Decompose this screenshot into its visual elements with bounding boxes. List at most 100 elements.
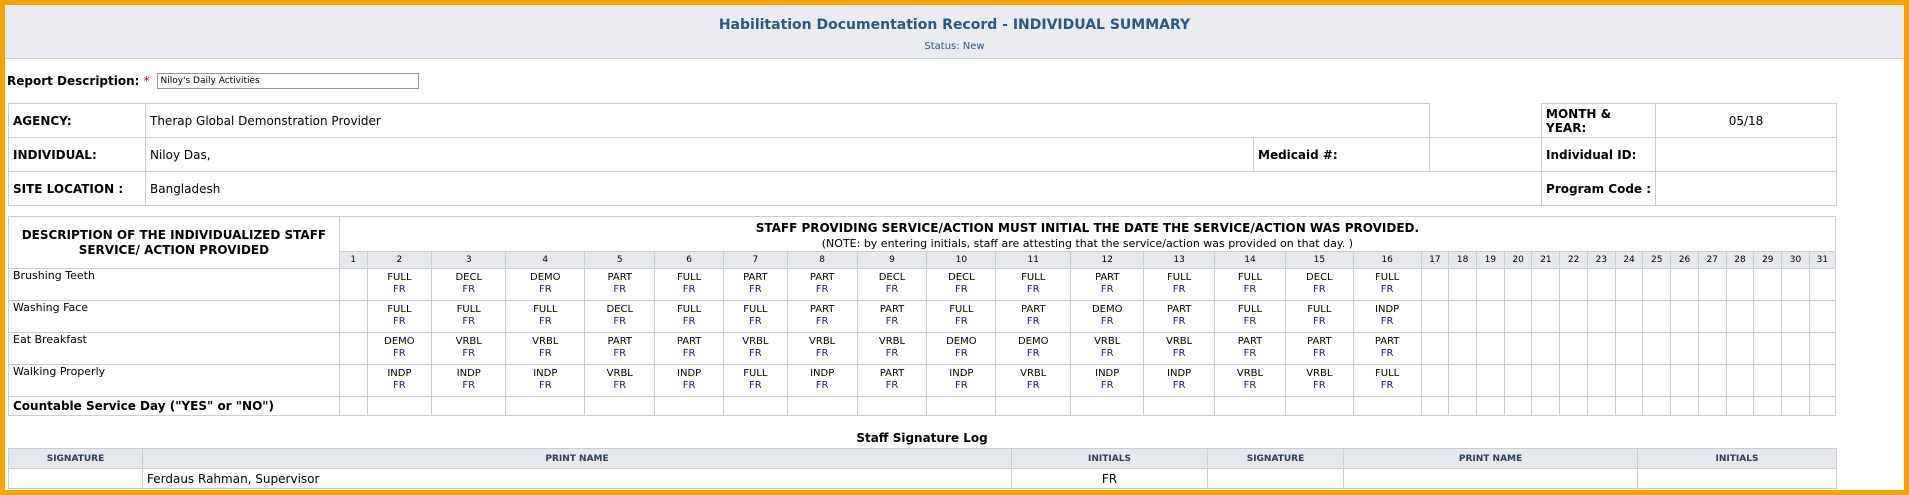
countable-cell[interactable] [1070,396,1145,416]
day-cell[interactable]: FULL FR [366,300,433,333]
day-cell[interactable] [1448,300,1477,333]
day-cell[interactable] [1808,300,1837,333]
day-cell[interactable]: INDP FR [786,364,858,397]
day-cell[interactable]: DEMO FR [995,332,1072,365]
day-cell[interactable]: FULL FR [926,300,997,333]
day-cell[interactable] [338,268,368,301]
countable-cell[interactable] [926,396,997,416]
countable-cell[interactable] [1531,396,1561,416]
day-cell[interactable] [338,300,368,333]
countable-cell[interactable] [1808,396,1837,416]
countable-cell[interactable] [1448,396,1477,416]
day-cell[interactable] [1448,364,1477,397]
day-cell[interactable] [1531,300,1561,333]
day-cell[interactable] [1725,268,1755,301]
day-cell[interactable] [1559,300,1588,333]
day-cell[interactable] [1559,364,1588,397]
day-cell[interactable] [1642,300,1672,333]
day-cell[interactable]: FULL FR [505,300,586,333]
day-cell[interactable] [1808,332,1837,365]
day-cell[interactable]: PART FR [584,268,656,301]
countable-cell[interactable] [1670,396,1699,416]
countable-cell[interactable] [1352,396,1422,416]
countable-cell[interactable] [654,396,725,416]
day-cell[interactable] [1614,364,1644,397]
day-cell[interactable] [1559,268,1588,301]
day-cell[interactable] [1808,268,1837,301]
countable-cell[interactable] [723,396,788,416]
day-cell[interactable]: VRBL FR [1214,364,1286,397]
day-cell[interactable]: DECL FR [1284,268,1354,301]
day-cell[interactable] [1503,268,1533,301]
day-cell[interactable] [1531,332,1561,365]
day-cell[interactable]: FULL FR [723,364,788,397]
day-cell[interactable]: DEMO FR [926,332,997,365]
countable-cell[interactable] [338,396,368,416]
day-cell[interactable]: DEMO FR [1070,300,1145,333]
day-cell[interactable] [1808,364,1837,397]
day-cell[interactable]: PART FR [786,300,858,333]
day-cell[interactable] [1670,300,1699,333]
day-cell[interactable] [1586,364,1616,397]
day-cell[interactable] [1476,332,1505,365]
day-cell[interactable] [1586,332,1616,365]
day-cell[interactable]: INDP FR [654,364,725,397]
day-cell[interactable] [1670,364,1699,397]
day-cell[interactable]: PART FR [1352,332,1422,365]
day-cell[interactable] [1420,300,1450,333]
day-cell[interactable]: PART FR [654,332,725,365]
day-cell[interactable] [1642,364,1672,397]
day-cell[interactable] [1614,300,1644,333]
countable-cell[interactable] [366,396,433,416]
day-cell[interactable]: FULL FR [1143,268,1216,301]
day-cell[interactable] [1697,300,1727,333]
day-cell[interactable]: FULL FR [723,300,788,333]
countable-cell[interactable] [1642,396,1672,416]
day-cell[interactable] [1753,300,1783,333]
countable-cell[interactable] [995,396,1072,416]
day-cell[interactable]: PART FR [856,364,928,397]
day-cell[interactable]: FULL FR [654,268,725,301]
day-cell[interactable] [1781,300,1810,333]
day-cell[interactable] [1614,332,1644,365]
day-cell[interactable]: INDP FR [1143,364,1216,397]
countable-cell[interactable] [1420,396,1450,416]
day-cell[interactable]: DECL FR [431,268,507,301]
day-cell[interactable] [1697,268,1727,301]
countable-cell[interactable] [1143,396,1216,416]
day-cell[interactable] [1503,364,1533,397]
day-cell[interactable] [1531,268,1561,301]
day-cell[interactable] [1586,268,1616,301]
day-cell[interactable] [1697,332,1727,365]
day-cell[interactable]: FULL FR [1284,300,1354,333]
day-cell[interactable]: VRBL FR [1143,332,1216,365]
countable-cell[interactable] [1586,396,1616,416]
day-cell[interactable]: INDP FR [366,364,433,397]
countable-cell[interactable] [1697,396,1727,416]
countable-cell[interactable] [1559,396,1588,416]
day-cell[interactable] [1642,332,1672,365]
countable-cell[interactable] [856,396,928,416]
day-cell[interactable] [1670,268,1699,301]
day-cell[interactable]: FULL FR [1352,268,1422,301]
day-cell[interactable]: VRBL FR [723,332,788,365]
day-cell[interactable] [1420,364,1450,397]
day-cell[interactable] [1476,268,1505,301]
countable-cell[interactable] [1476,396,1505,416]
day-cell[interactable]: PART FR [1070,268,1145,301]
day-cell[interactable] [1448,268,1477,301]
day-cell[interactable]: PART FR [786,268,858,301]
day-cell[interactable] [1781,268,1810,301]
report-description-input[interactable] [157,73,420,89]
day-cell[interactable]: FULL FR [995,268,1072,301]
countable-cell[interactable] [786,396,858,416]
countable-cell[interactable] [431,396,507,416]
countable-cell[interactable] [1781,396,1810,416]
day-cell[interactable]: DEMO FR [366,332,433,365]
day-cell[interactable]: DECL FR [584,300,656,333]
day-cell[interactable]: INDP FR [926,364,997,397]
countable-cell[interactable] [1214,396,1286,416]
day-cell[interactable]: PART FR [1143,300,1216,333]
day-cell[interactable]: PART FR [1214,332,1286,365]
day-cell[interactable] [338,364,368,397]
